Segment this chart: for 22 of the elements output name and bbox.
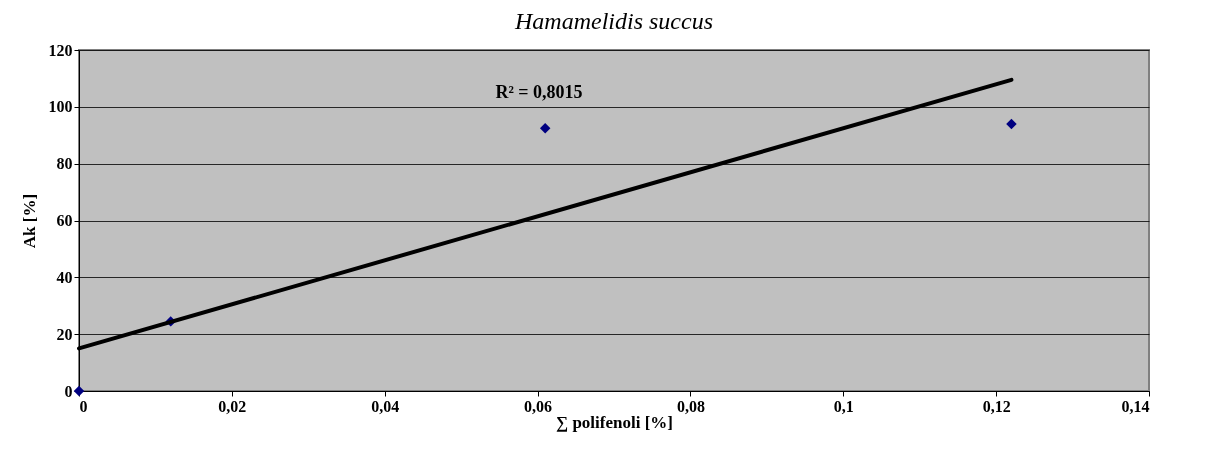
y-tick-label: 0 bbox=[64, 382, 73, 400]
y-axis-title: Ak [%] bbox=[19, 193, 39, 249]
x-axis-title: ∑ polifenoli [%] bbox=[556, 412, 673, 432]
point bbox=[539, 122, 551, 134]
point bbox=[1006, 118, 1017, 130]
x-tick-label: 0,12 bbox=[982, 397, 1011, 415]
x-tick-label: 0,06 bbox=[524, 397, 553, 415]
annotation: R² = 0,8015 bbox=[495, 82, 583, 102]
point bbox=[73, 385, 85, 397]
x-tick-label: 0,02 bbox=[218, 397, 247, 415]
y-tick-label: 40 bbox=[56, 268, 73, 286]
y-tick-label: 100 bbox=[48, 98, 73, 116]
y-tick-label: 120 bbox=[48, 41, 73, 59]
chart-title: Hamamelidis succus bbox=[514, 8, 713, 34]
x-tick-label: 0,04 bbox=[371, 397, 400, 415]
x-tick-label: 0,14 bbox=[1121, 397, 1150, 415]
y-tick-label: 60 bbox=[56, 212, 73, 229]
x-tick-label: 0,1 bbox=[833, 397, 854, 415]
y-tick-label: 80 bbox=[56, 155, 73, 173]
x-tick-label: 0,08 bbox=[676, 397, 705, 415]
x-tick-label: 0 bbox=[79, 397, 88, 415]
y-tick-label: 20 bbox=[56, 325, 73, 343]
